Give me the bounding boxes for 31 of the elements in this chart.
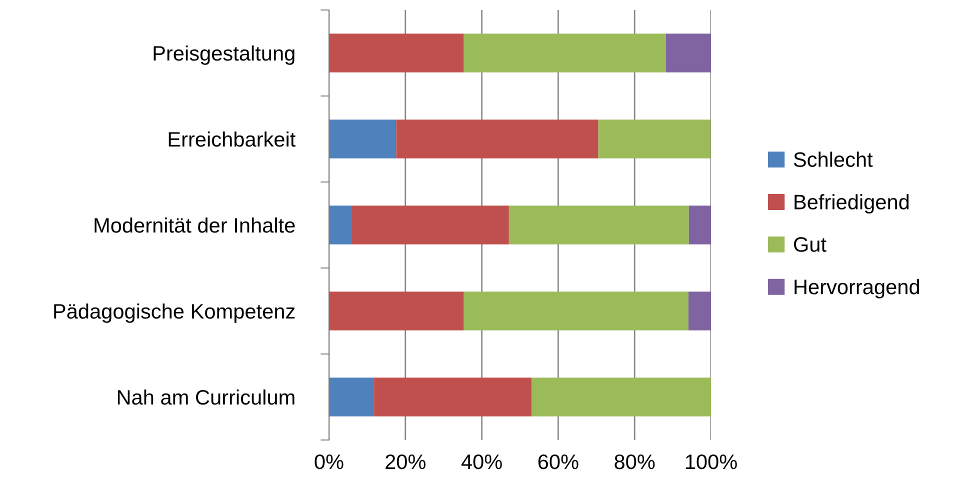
legend-label: Hervorragend <box>794 279 919 298</box>
legend-label: Gut <box>794 237 826 252</box>
x-tick-label: 80% <box>614 454 655 470</box>
legend-label: Schlecht <box>794 152 873 167</box>
y-tick-label: Nah am Curriculum <box>118 389 294 405</box>
bar <box>329 34 464 72</box>
x-tick-label: 40% <box>461 454 502 470</box>
bar <box>508 206 689 244</box>
x-tick-label: 100% <box>686 454 737 470</box>
bar <box>688 206 711 244</box>
y-tick-label: Pädagogische Kompetenz <box>54 303 295 323</box>
bar <box>329 378 374 416</box>
bar <box>352 206 509 244</box>
bar <box>598 120 711 158</box>
bar <box>329 292 464 330</box>
x-tick-label: 20% <box>386 454 426 470</box>
y-tick-label: Preisgestaltung <box>154 45 294 65</box>
bar <box>666 34 711 72</box>
bar <box>464 34 666 72</box>
x-tick-label: 0% <box>314 454 344 470</box>
y-tick-label: Erreichbarkeit <box>168 131 296 147</box>
bar <box>329 206 352 244</box>
bar <box>396 120 598 158</box>
legend-label: Befriedigend <box>794 194 909 214</box>
bar <box>464 292 688 330</box>
bar <box>531 378 711 416</box>
bar <box>688 292 711 330</box>
bar <box>374 378 532 416</box>
y-tick-label: Modernität der Inhalte <box>94 217 295 233</box>
x-tick-label: 60% <box>538 454 578 470</box>
bar <box>329 120 396 158</box>
